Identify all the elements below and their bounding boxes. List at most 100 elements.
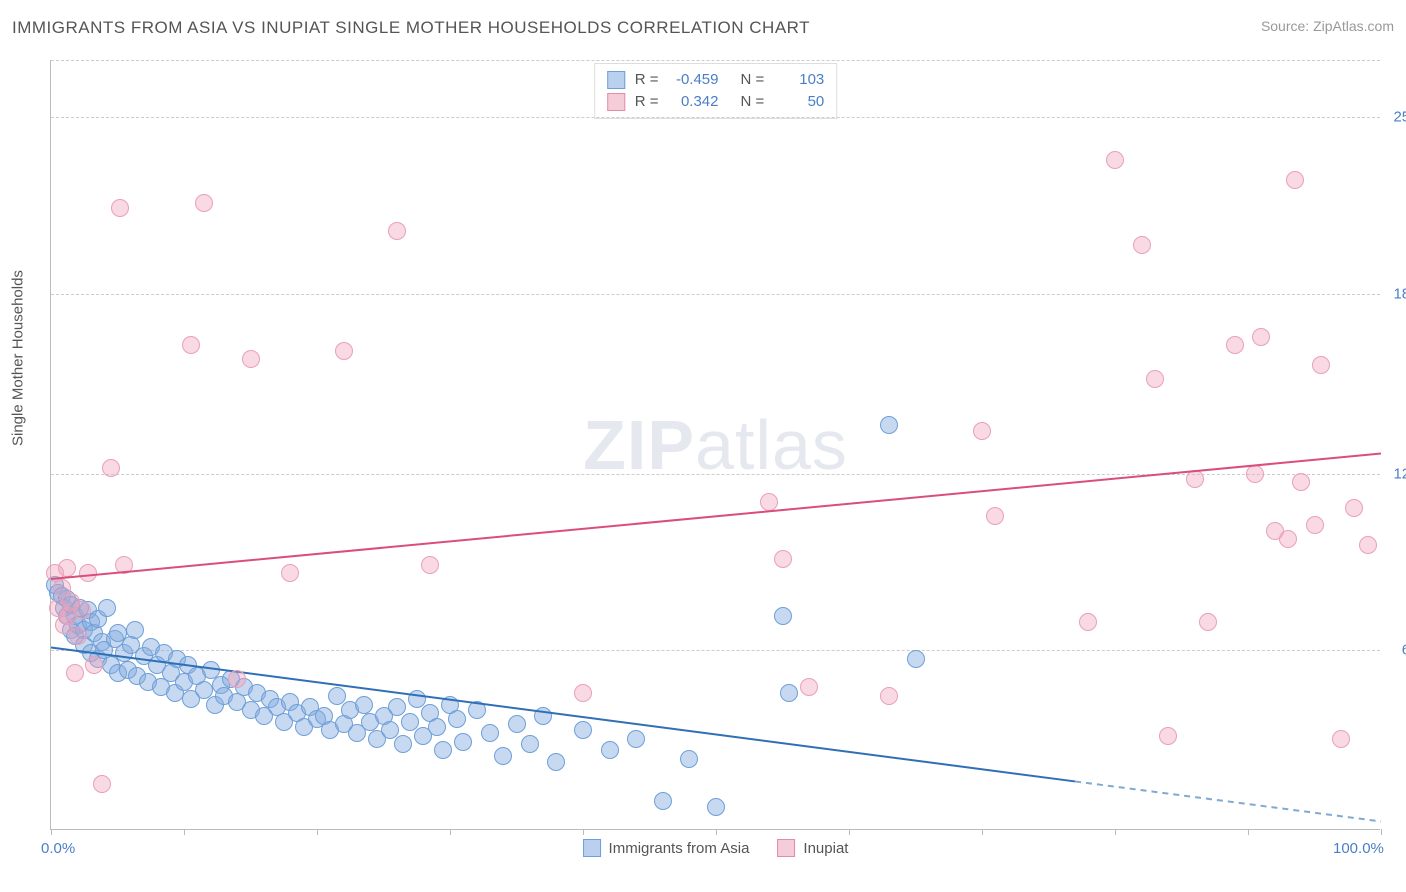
data-point-asia [381,721,399,739]
data-point-inupiat [93,775,111,793]
legend-r-value: 0.342 [669,91,719,113]
data-point-inupiat [973,422,991,440]
legend-r-label: R = [635,69,659,91]
legend-swatch [607,71,625,89]
data-point-inupiat [1199,613,1217,631]
data-point-asia [98,599,116,617]
data-point-inupiat [774,550,792,568]
data-point-asia [508,715,526,733]
data-point-asia [907,650,925,668]
x-tick [51,829,52,835]
source-attribution: Source: ZipAtlas.com [1261,18,1394,34]
data-point-asia [774,607,792,625]
data-point-inupiat [242,350,260,368]
data-point-inupiat [1286,171,1304,189]
data-point-inupiat [986,507,1004,525]
data-point-inupiat [1226,336,1244,354]
data-point-asia [355,696,373,714]
data-point-inupiat [1292,473,1310,491]
data-point-asia [534,707,552,725]
data-point-asia [394,735,412,753]
data-point-asia [627,730,645,748]
x-tick [450,829,451,835]
correlation-legend: R =-0.459N =103R =0.342N =50 [594,63,838,119]
x-tick [1381,829,1382,835]
chart-title: IMMIGRANTS FROM ASIA VS INUPIAT SINGLE M… [12,18,810,37]
x-tick [583,829,584,835]
gridline [51,650,1380,651]
data-point-inupiat [79,564,97,582]
data-point-inupiat [1306,516,1324,534]
data-point-inupiat [800,678,818,696]
data-point-inupiat [421,556,439,574]
x-tick [1115,829,1116,835]
legend-swatch [583,839,601,857]
x-tick [1248,829,1249,835]
legend-row-inupiat: R =0.342N =50 [607,91,825,113]
scatter-plot-area: ZIPatlas R =-0.459N =103R =0.342N =50 Im… [50,60,1380,830]
series-legend-item-asia: Immigrants from Asia [583,839,750,857]
data-point-inupiat [1332,730,1350,748]
data-point-inupiat [574,684,592,702]
legend-r-value: -0.459 [669,69,719,91]
data-point-asia [574,721,592,739]
legend-n-label: N = [741,69,765,91]
data-point-inupiat [66,664,84,682]
data-point-inupiat [1246,465,1264,483]
data-point-asia [654,792,672,810]
data-point-inupiat [281,564,299,582]
y-tick-label: 12.5% [1384,465,1406,482]
data-point-inupiat [182,336,200,354]
x-tick [716,829,717,835]
x-tick [184,829,185,835]
x-tick-label: 100.0% [1333,840,1384,857]
data-point-asia [454,733,472,751]
data-point-asia [494,747,512,765]
legend-swatch [607,93,625,111]
gridline [51,294,1380,295]
data-point-asia [680,750,698,768]
gridline [51,474,1380,475]
series-legend: Immigrants from Asia Inupiat [583,839,849,857]
x-tick [849,829,850,835]
gridline [51,60,1380,61]
data-point-inupiat [1359,536,1377,554]
data-point-inupiat [1079,613,1097,631]
data-point-inupiat [880,687,898,705]
legend-swatch [777,839,795,857]
data-point-asia [707,798,725,816]
data-point-asia [428,718,446,736]
data-point-inupiat [73,601,91,619]
gridline [51,117,1380,118]
series-legend-item-inupiat: Inupiat [777,839,848,857]
data-point-inupiat [102,459,120,477]
legend-n-label: N = [741,91,765,113]
data-point-inupiat [58,559,76,577]
data-point-inupiat [1186,470,1204,488]
data-point-asia [481,724,499,742]
legend-row-asia: R =-0.459N =103 [607,69,825,91]
data-point-asia [880,416,898,434]
data-point-inupiat [228,670,246,688]
series-label: Inupiat [803,840,848,857]
data-point-asia [434,741,452,759]
data-point-inupiat [1279,530,1297,548]
data-point-asia [521,735,539,753]
data-point-asia [126,621,144,639]
data-point-asia [601,741,619,759]
y-tick-label: 6.3% [1384,642,1406,659]
data-point-asia [388,698,406,716]
x-tick-label: 0.0% [41,840,75,857]
data-point-asia [401,713,419,731]
series-label: Immigrants from Asia [609,840,750,857]
legend-r-label: R = [635,91,659,113]
data-point-asia [547,753,565,771]
data-point-asia [408,690,426,708]
x-tick [982,829,983,835]
data-point-inupiat [1133,236,1151,254]
x-tick [317,829,318,835]
data-point-inupiat [195,194,213,212]
data-point-asia [328,687,346,705]
data-point-inupiat [1159,727,1177,745]
data-point-inupiat [388,222,406,240]
